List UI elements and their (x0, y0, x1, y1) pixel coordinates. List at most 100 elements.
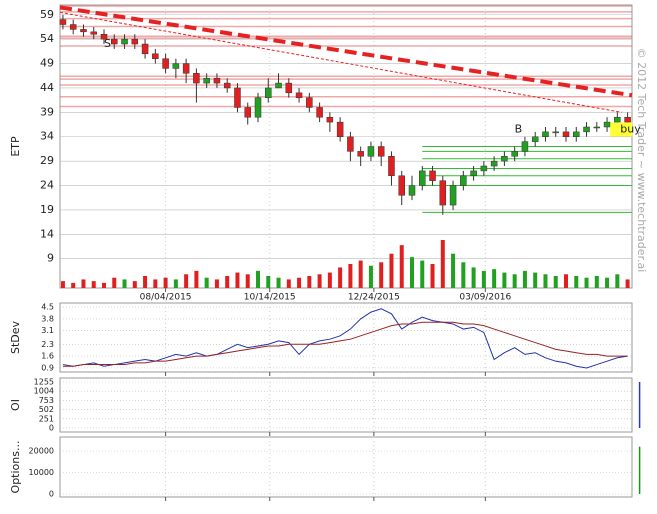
volume-bar (307, 276, 312, 288)
y-tick-label: 0 (49, 490, 54, 499)
volume-bar (91, 281, 96, 288)
candle-body (449, 185, 457, 206)
y-tick-label: 20000 (29, 446, 54, 455)
volume-bar (522, 270, 527, 288)
y-tick-label: 59 (40, 8, 54, 21)
volume-bar (204, 277, 209, 288)
candle-body (347, 136, 354, 152)
volume-bar (440, 240, 445, 288)
trend-line (59, 11, 622, 113)
volume-bar (143, 276, 148, 288)
y-tick-label: 251 (39, 414, 54, 423)
candle-body (203, 77, 210, 84)
candle-body (316, 107, 323, 118)
volume-bar (276, 277, 281, 288)
candle-body (121, 38, 128, 45)
annotation: S (104, 37, 111, 50)
y-tick-label: 0.9 (41, 363, 54, 372)
candle-body (244, 107, 251, 118)
volume-bar (574, 276, 579, 288)
volume-bar (102, 282, 106, 288)
y-tick-label: 502 (39, 405, 54, 414)
y-tick-label: 54 (40, 32, 54, 45)
y-tick-label: 34 (40, 130, 54, 143)
candle-body (100, 34, 108, 40)
candle-body (408, 185, 416, 196)
candle-body (111, 38, 118, 45)
candle-body (419, 170, 426, 186)
y-tick-label: 3.1 (41, 326, 54, 335)
candle-body (182, 63, 190, 74)
volume-bar (368, 265, 373, 288)
y-tick-label: 19 (40, 203, 54, 216)
candle-body (306, 97, 313, 108)
candle-body (326, 116, 334, 123)
candle-body (367, 146, 375, 157)
volume-bar (163, 277, 168, 288)
y-axis-label: StDev (9, 320, 22, 354)
candle-body (59, 19, 67, 25)
volume-bar (564, 274, 568, 288)
candle-body (603, 121, 611, 128)
candle-body (69, 24, 77, 30)
volume-bar (543, 274, 548, 288)
candle-body (562, 131, 570, 137)
y-tick-label: 3.8 (41, 314, 54, 323)
y-tick-label: 29 (40, 154, 54, 167)
candle-body (275, 82, 282, 89)
candle-body (501, 156, 508, 162)
volume-bar (451, 253, 456, 288)
volume-bar (625, 279, 630, 288)
y-tick-label: 39 (40, 105, 54, 118)
volume-bar (297, 277, 302, 288)
volume-bar (317, 274, 322, 288)
volume-bar (327, 272, 332, 288)
y-tick-label: 4.5 (41, 303, 54, 312)
volume-bar (430, 264, 435, 288)
volume-bar (338, 267, 343, 288)
candle-body (223, 82, 231, 89)
volume-bar (81, 279, 86, 288)
candle-body (90, 31, 97, 35)
volume-bar (112, 277, 117, 288)
candle-body (141, 43, 149, 55)
candle-body (254, 97, 262, 118)
volume-bar (214, 279, 219, 288)
x-tick-label: 10/14/2015 (244, 293, 296, 303)
candle-body (429, 170, 436, 181)
candle-body (521, 141, 529, 152)
candle-body (624, 116, 631, 123)
stdev-line (62, 321, 628, 367)
annotation-box (610, 122, 633, 137)
volume-bar (420, 260, 425, 288)
candle-body (213, 77, 221, 84)
candle-body (490, 160, 498, 167)
volume-bar (358, 260, 363, 288)
candle-body (265, 87, 272, 98)
y-tick-label: 24 (40, 179, 54, 192)
watermark: © 2012 Tech Trader ~ www.techtrader.ai (635, 48, 648, 273)
volume-bar (173, 279, 178, 288)
candle-body (162, 58, 169, 69)
candle-body (377, 146, 385, 157)
candle-body (172, 63, 180, 69)
volume-bar (71, 282, 76, 288)
candle-body (234, 87, 241, 108)
candle-body (583, 126, 590, 133)
volume-bar (122, 279, 127, 288)
volume-bar (225, 276, 230, 288)
volume-bar (286, 279, 291, 288)
volume-bar (502, 272, 507, 288)
volume-bar (471, 267, 476, 288)
x-tick-label: 08/04/2015 (140, 293, 192, 303)
volume-bar (245, 274, 250, 288)
volume-bar (553, 276, 558, 288)
candle-body (511, 151, 518, 157)
candle-body (336, 121, 344, 137)
candle-body (552, 131, 559, 134)
y-tick-label: 10000 (29, 468, 54, 477)
candle-body (480, 165, 488, 172)
candle-body (193, 73, 200, 84)
candle-body (542, 131, 549, 137)
